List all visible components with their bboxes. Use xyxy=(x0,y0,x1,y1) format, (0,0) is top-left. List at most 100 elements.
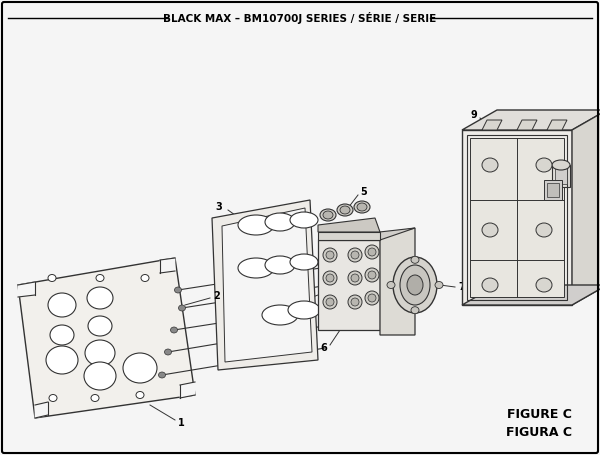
Ellipse shape xyxy=(357,203,367,211)
Ellipse shape xyxy=(141,274,149,282)
Ellipse shape xyxy=(552,160,570,170)
Ellipse shape xyxy=(262,305,298,325)
Ellipse shape xyxy=(351,274,359,282)
Ellipse shape xyxy=(435,282,443,288)
Ellipse shape xyxy=(411,307,419,313)
Bar xyxy=(547,183,559,197)
Bar xyxy=(552,165,570,187)
Ellipse shape xyxy=(393,257,437,313)
Ellipse shape xyxy=(536,278,552,292)
Polygon shape xyxy=(35,402,48,418)
Ellipse shape xyxy=(326,274,334,282)
Ellipse shape xyxy=(48,274,56,282)
Polygon shape xyxy=(212,200,318,370)
Ellipse shape xyxy=(46,346,78,374)
Ellipse shape xyxy=(290,212,318,228)
Ellipse shape xyxy=(158,372,166,378)
Ellipse shape xyxy=(326,298,334,306)
Ellipse shape xyxy=(348,295,362,309)
Ellipse shape xyxy=(50,325,74,345)
Ellipse shape xyxy=(87,287,113,309)
Polygon shape xyxy=(222,208,312,362)
Ellipse shape xyxy=(536,223,552,237)
Text: 8: 8 xyxy=(580,143,587,153)
Ellipse shape xyxy=(238,215,274,235)
Ellipse shape xyxy=(326,251,334,259)
Ellipse shape xyxy=(136,391,144,399)
Text: 3: 3 xyxy=(215,202,222,212)
Ellipse shape xyxy=(323,248,337,262)
Text: FIGURE C: FIGURE C xyxy=(507,409,572,421)
Polygon shape xyxy=(462,130,572,305)
Ellipse shape xyxy=(407,275,423,295)
Ellipse shape xyxy=(536,158,552,172)
Ellipse shape xyxy=(238,258,274,278)
Ellipse shape xyxy=(365,245,379,259)
Ellipse shape xyxy=(400,265,430,305)
Polygon shape xyxy=(318,232,380,240)
Polygon shape xyxy=(18,258,195,418)
Ellipse shape xyxy=(351,298,359,306)
Bar xyxy=(544,180,562,200)
Ellipse shape xyxy=(348,271,362,285)
Polygon shape xyxy=(318,228,415,240)
Polygon shape xyxy=(380,228,415,335)
Ellipse shape xyxy=(84,362,116,390)
Ellipse shape xyxy=(348,248,362,262)
Ellipse shape xyxy=(351,251,359,259)
Bar xyxy=(555,168,567,184)
Ellipse shape xyxy=(88,316,112,336)
Ellipse shape xyxy=(482,223,498,237)
Ellipse shape xyxy=(340,206,350,214)
Polygon shape xyxy=(572,110,600,305)
Ellipse shape xyxy=(411,256,419,263)
Ellipse shape xyxy=(323,271,337,285)
Ellipse shape xyxy=(365,291,379,305)
Text: 9: 9 xyxy=(470,110,477,120)
Ellipse shape xyxy=(354,201,370,213)
Ellipse shape xyxy=(91,394,99,401)
Ellipse shape xyxy=(179,305,185,311)
Ellipse shape xyxy=(368,294,376,302)
Polygon shape xyxy=(318,240,380,330)
Ellipse shape xyxy=(85,340,115,366)
Text: 5: 5 xyxy=(360,187,367,197)
Text: 2: 2 xyxy=(213,291,220,301)
Text: 7: 7 xyxy=(458,282,465,292)
Polygon shape xyxy=(470,138,564,297)
Polygon shape xyxy=(462,110,600,130)
Polygon shape xyxy=(160,258,175,273)
Text: FIGURA C: FIGURA C xyxy=(506,425,572,439)
Ellipse shape xyxy=(320,209,336,221)
Ellipse shape xyxy=(49,394,57,401)
Ellipse shape xyxy=(365,268,379,282)
Text: 4: 4 xyxy=(295,297,302,307)
Ellipse shape xyxy=(368,271,376,279)
Ellipse shape xyxy=(482,278,498,292)
Ellipse shape xyxy=(288,301,320,319)
Ellipse shape xyxy=(123,353,157,383)
Ellipse shape xyxy=(290,254,318,270)
Ellipse shape xyxy=(323,295,337,309)
Ellipse shape xyxy=(337,204,353,216)
Ellipse shape xyxy=(265,213,295,231)
Ellipse shape xyxy=(323,211,333,219)
Ellipse shape xyxy=(175,287,182,293)
Ellipse shape xyxy=(368,248,376,256)
Polygon shape xyxy=(18,282,35,297)
Polygon shape xyxy=(462,285,600,305)
Ellipse shape xyxy=(96,274,104,282)
Text: 6: 6 xyxy=(320,343,327,353)
Ellipse shape xyxy=(164,349,172,355)
Ellipse shape xyxy=(265,256,295,274)
Polygon shape xyxy=(482,120,502,130)
Text: BLACK MAX – BM10700J SERIES / SÉRIE / SERIE: BLACK MAX – BM10700J SERIES / SÉRIE / SE… xyxy=(163,12,437,24)
Ellipse shape xyxy=(482,158,498,172)
Polygon shape xyxy=(547,120,567,130)
Polygon shape xyxy=(180,382,195,398)
Ellipse shape xyxy=(170,327,178,333)
Polygon shape xyxy=(318,218,380,232)
Polygon shape xyxy=(517,120,537,130)
Ellipse shape xyxy=(387,282,395,288)
Text: 1: 1 xyxy=(178,418,185,428)
